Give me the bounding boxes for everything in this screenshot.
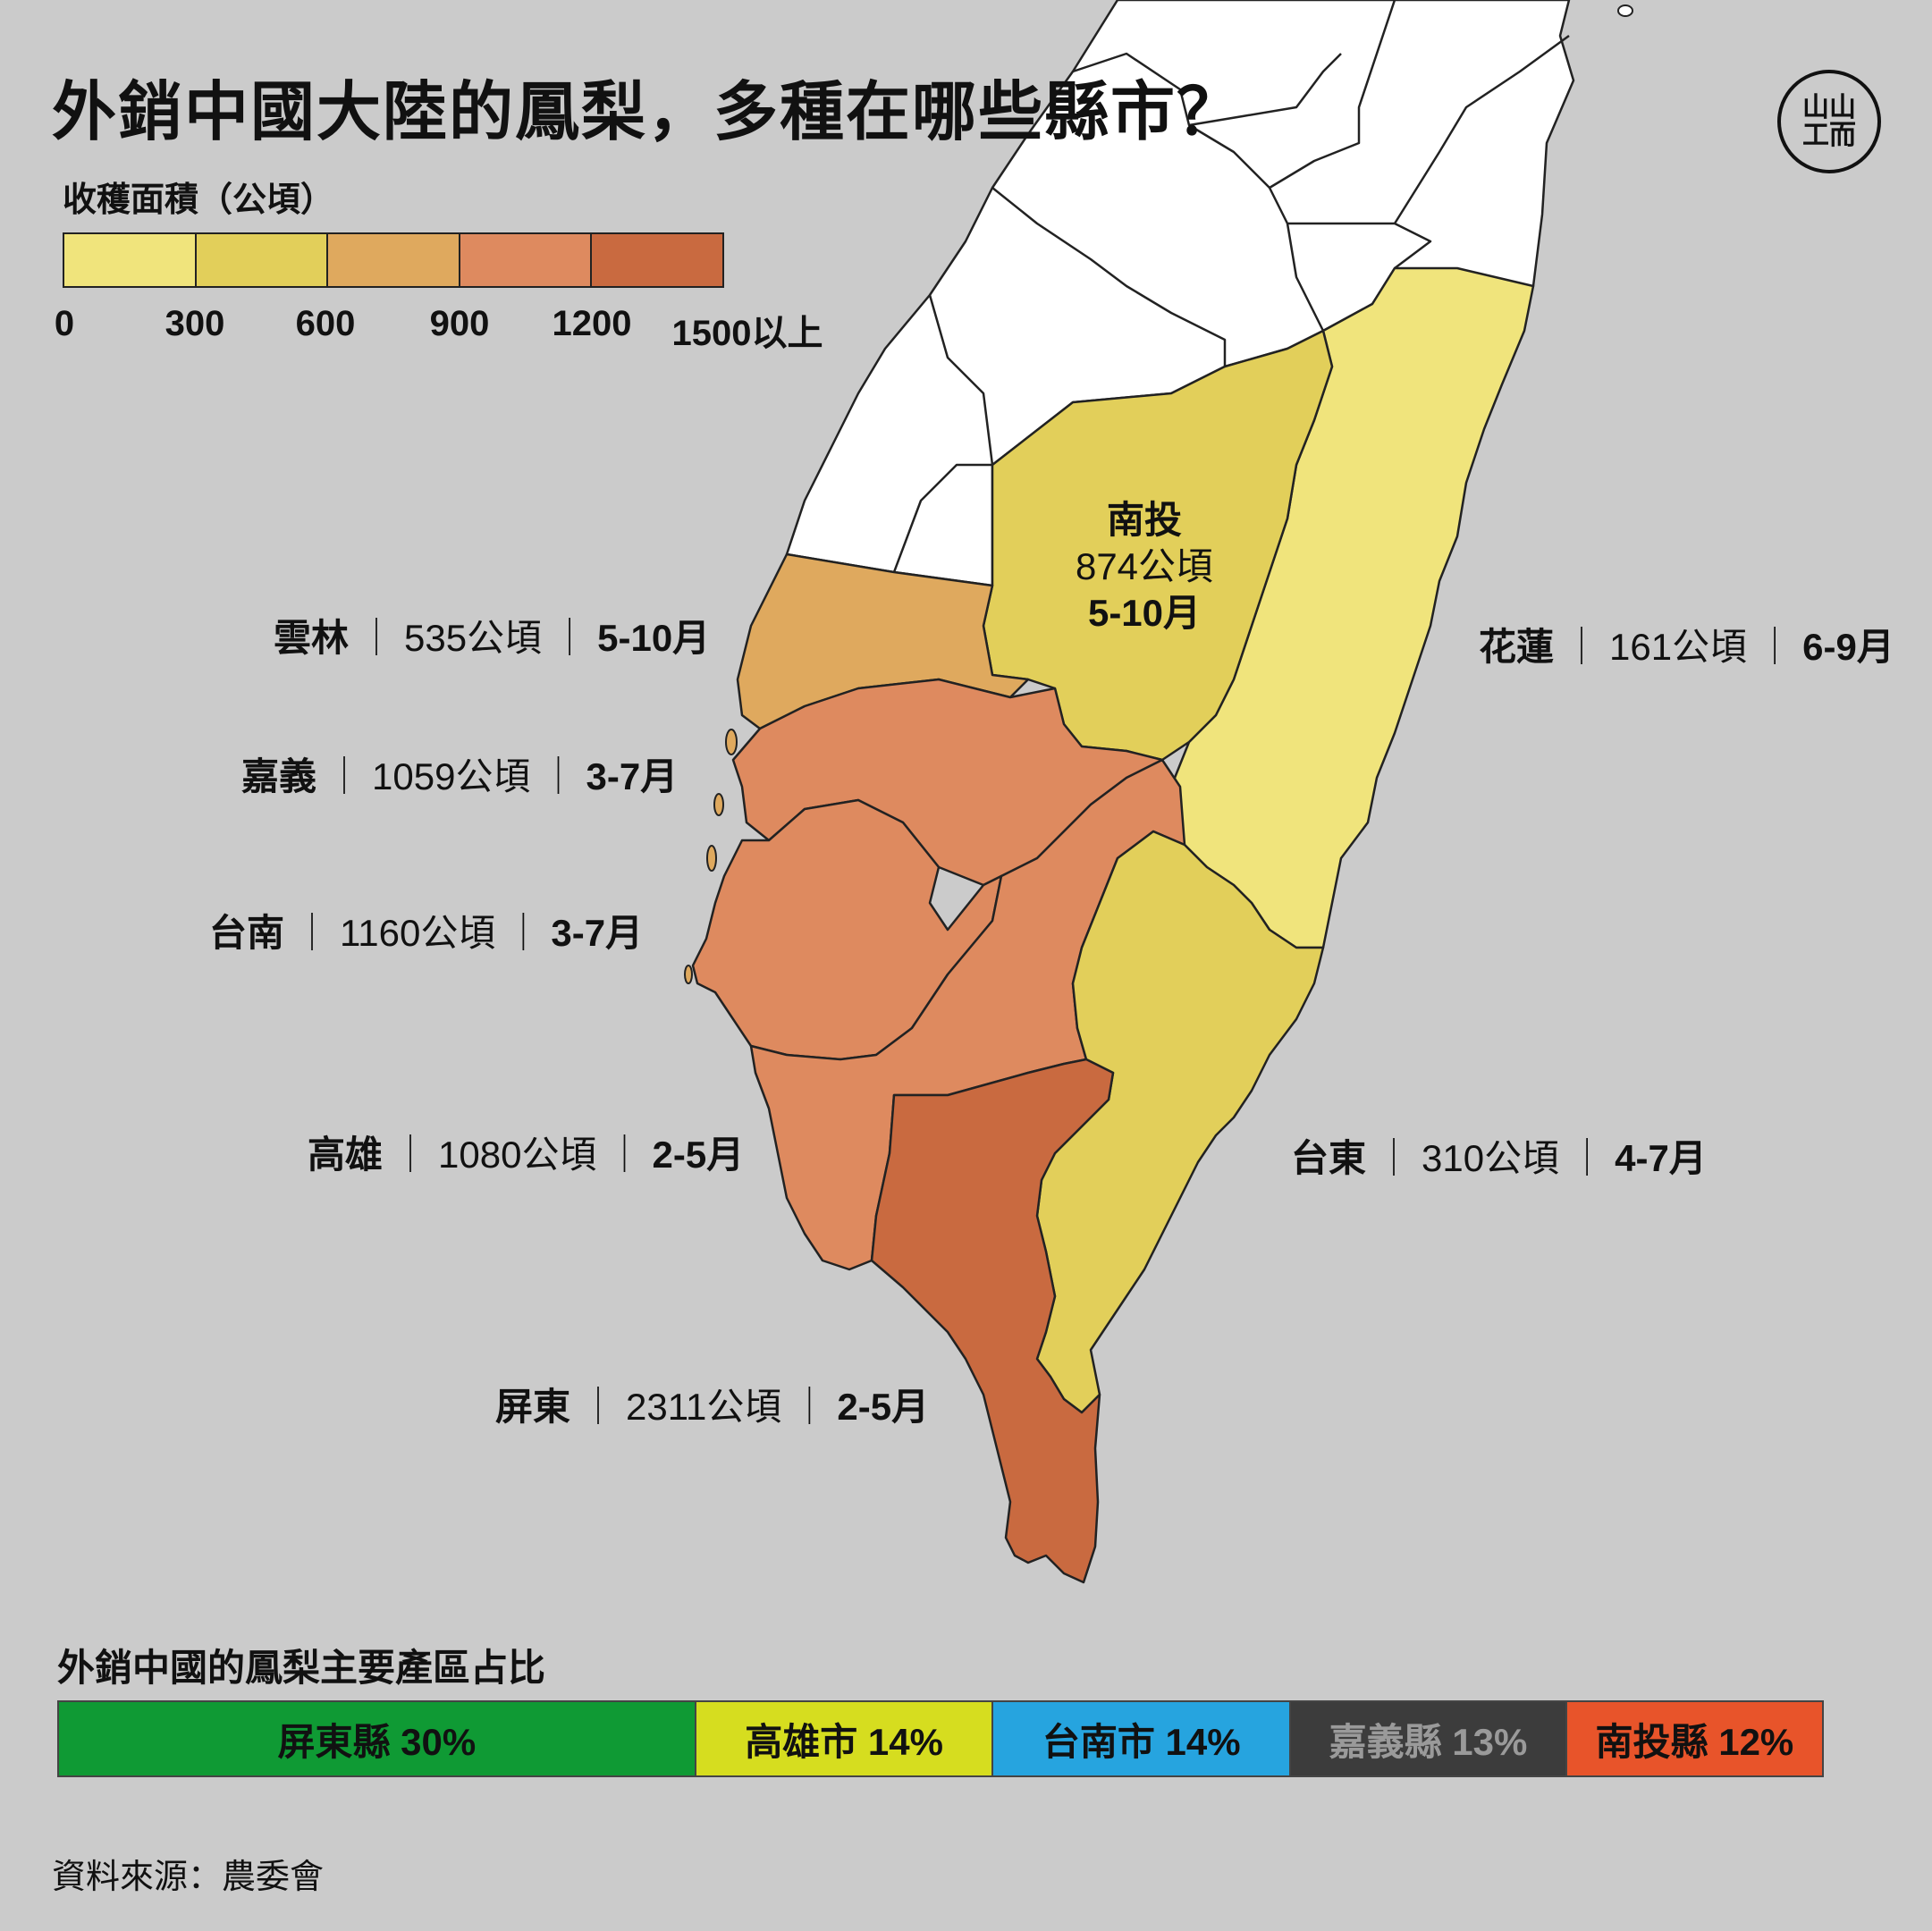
label-separator: ｜ — [1756, 626, 1794, 668]
label-separator: ｜ — [392, 1134, 430, 1176]
legend-swatch — [328, 234, 460, 286]
region-area: 2311公頃 — [626, 1386, 782, 1428]
label-separator: ｜ — [579, 1386, 618, 1428]
coastal-islet — [713, 793, 724, 816]
region-months: 5-10月 — [1087, 592, 1202, 634]
region-area: 161公頃 — [1609, 626, 1748, 668]
label-separator: ｜ — [504, 912, 543, 954]
region-area: 310公頃 — [1422, 1137, 1560, 1179]
region-name: 嘉義 — [241, 755, 317, 797]
label-separator: ｜ — [790, 1386, 829, 1428]
region-months: 3-7月 — [586, 755, 679, 797]
region-area: 874公頃 — [1075, 545, 1214, 587]
label-separator: ｜ — [325, 755, 364, 797]
share-segment-tainan: 台南市 14% — [993, 1702, 1292, 1775]
region-area: 535公頃 — [404, 617, 543, 659]
region-area: 1160公頃 — [340, 912, 496, 954]
label-separator: ｜ — [539, 755, 578, 797]
label-separator: ｜ — [358, 617, 396, 659]
publisher-logo: 山山 工而 — [1777, 70, 1881, 173]
northern-islet — [1617, 4, 1633, 17]
region-months: 2-5月 — [652, 1134, 745, 1176]
share-segment-chiayi: 嘉義縣 13% — [1291, 1702, 1567, 1775]
coastal-islet — [706, 845, 717, 872]
legend-tick: 1500以上 — [671, 314, 823, 353]
legend-tick: 1200 — [552, 304, 632, 343]
region-name: 台東 — [1291, 1137, 1367, 1179]
legend-swatch — [460, 234, 593, 286]
coastal-islet — [684, 965, 693, 984]
region-label-nantou: 南投 874公頃 5-10月 — [1076, 497, 1213, 637]
legend-swatch — [196, 234, 329, 286]
share-bar: 屏東縣 30% 高雄市 14% 台南市 14% 嘉義縣 13% 南投縣 12% — [57, 1700, 1824, 1777]
label-separator: ｜ — [1568, 1137, 1607, 1179]
region-area: 1059公頃 — [372, 755, 531, 797]
label-separator: ｜ — [551, 617, 589, 659]
region-name: 台南 — [209, 912, 285, 954]
logo-line: 山山 — [1802, 92, 1856, 122]
region-months: 5-10月 — [597, 617, 711, 659]
coastal-islet — [725, 729, 738, 755]
label-separator: ｜ — [1375, 1137, 1413, 1179]
region-label-chiayi: 嘉義｜ 1059公頃｜ 3-7月 — [241, 746, 678, 801]
legend-tick: 600 — [295, 304, 356, 343]
logo-line: 工而 — [1802, 121, 1856, 150]
region-area: 1080公頃 — [438, 1134, 597, 1176]
share-segment-pingtung: 屏東縣 30% — [59, 1702, 696, 1775]
legend-swatch — [592, 234, 722, 286]
legend-color-scale — [63, 232, 724, 288]
northern-borders — [892, 0, 1570, 573]
pingtung-county — [870, 1058, 1115, 1584]
share-title: 外銷中國的鳳梨主要產區占比 — [57, 1647, 546, 1689]
region-months: 3-7月 — [551, 912, 644, 954]
label-separator: ｜ — [605, 1134, 644, 1176]
region-name: 花蓮 — [1479, 626, 1555, 668]
region-label-kaohsiung: 高雄｜ 1080公頃｜ 2-5月 — [308, 1125, 744, 1179]
legend-tick: 300 — [165, 304, 225, 343]
region-label-yunlin: 雲林｜ 535公頃｜ 5-10月 — [274, 608, 710, 662]
page-title: 外銷中國大陸的鳳梨，多種在哪些縣市？ — [52, 77, 1244, 148]
label-separator: ｜ — [293, 912, 332, 954]
region-label-tainan: 台南｜ 1160公頃｜ 3-7月 — [209, 903, 643, 957]
region-label-taitung: 台東｜ 310公頃｜ 4-7月 — [1291, 1128, 1707, 1183]
label-separator: ｜ — [1563, 626, 1601, 668]
share-segment-nantou: 南投縣 12% — [1566, 1702, 1822, 1775]
region-name: 高雄 — [308, 1134, 384, 1176]
source-note: 資料來源：農委會 — [52, 1859, 325, 1896]
region-months: 4-7月 — [1615, 1137, 1707, 1179]
legend-tick: 0 — [54, 304, 75, 343]
region-months: 2-5月 — [837, 1386, 930, 1428]
share-segment-kaohsiung: 高雄市 14% — [696, 1702, 994, 1775]
legend-swatch — [64, 234, 197, 286]
legend-tick: 900 — [429, 304, 490, 343]
region-label-hualien: 花蓮｜ 161公頃｜ 6-9月 — [1479, 617, 1894, 671]
region-name: 屏東 — [495, 1386, 571, 1428]
region-name: 南投 — [1106, 499, 1183, 541]
legend-title: 收穫面積（公頃） — [63, 181, 335, 219]
region-name: 雲林 — [274, 617, 350, 659]
region-months: 6-9月 — [1802, 626, 1894, 668]
region-label-pingtung: 屏東｜ 2311公頃｜ 2-5月 — [495, 1377, 929, 1431]
